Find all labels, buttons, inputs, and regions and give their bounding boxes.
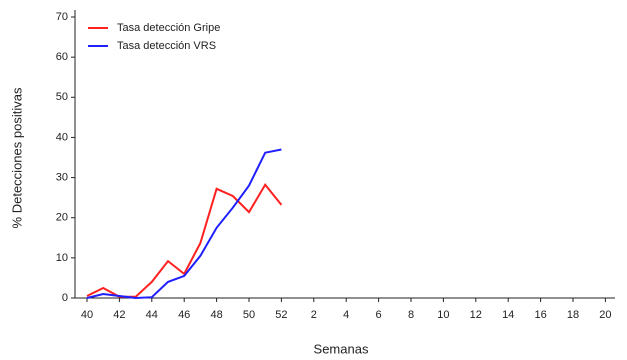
x-tick-label: 12 [470, 309, 482, 321]
y-tick-label: 20 [56, 212, 68, 224]
y-tick-label: 70 [56, 11, 68, 23]
x-tick-label: 16 [534, 309, 546, 321]
x-tick-label: 10 [437, 309, 449, 321]
y-tick-label: 50 [56, 91, 68, 103]
y-tick-label: 40 [56, 131, 68, 143]
series-line [86, 148, 282, 300]
x-axis-label: Semanas [314, 341, 369, 356]
x-tick-label: 48 [210, 309, 222, 321]
x-tick-label: 46 [178, 309, 190, 321]
legend-label: Tasa detección Gripe [117, 22, 220, 34]
x-tick-label: 50 [243, 309, 255, 321]
y-axis-label: % Detecciones positivas [9, 87, 24, 228]
series-line [86, 183, 283, 298]
x-tick-label: 20 [599, 309, 611, 321]
x-tick-label: 44 [146, 309, 158, 321]
x-tick-label: 6 [376, 309, 382, 321]
x-tick-label: 18 [567, 309, 579, 321]
y-tick-label: 10 [56, 252, 68, 264]
x-tick-label: 2 [311, 309, 317, 321]
x-tick-label: 40 [81, 309, 93, 321]
x-tick-label: 8 [408, 309, 414, 321]
legend-label: Tasa detección VRS [117, 40, 216, 52]
x-tick-label: 52 [275, 309, 287, 321]
y-tick-label: 60 [56, 51, 68, 63]
x-tick-label: 14 [502, 309, 514, 321]
x-tick-label: 4 [343, 309, 349, 321]
y-tick-label: 30 [56, 171, 68, 183]
y-tick-label: 0 [62, 292, 68, 304]
x-tick-label: 42 [113, 309, 125, 321]
